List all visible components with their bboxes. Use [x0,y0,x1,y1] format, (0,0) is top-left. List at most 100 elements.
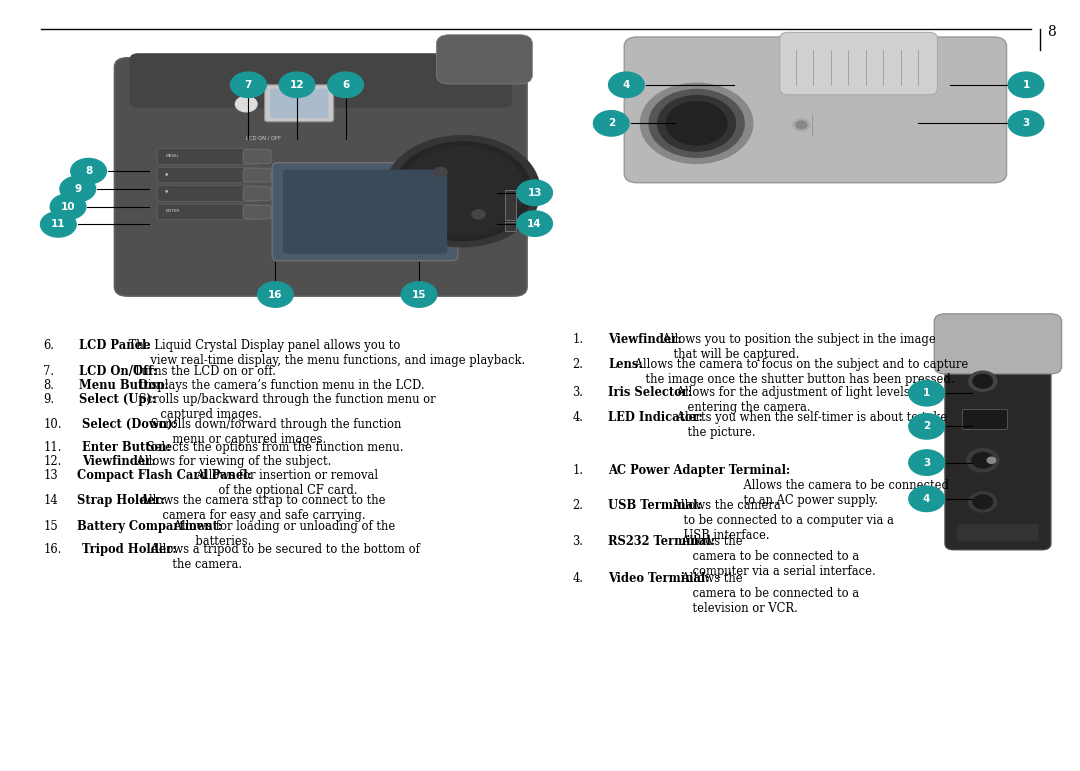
Circle shape [973,495,993,509]
Text: 10: 10 [60,202,76,211]
Text: 3.: 3. [572,386,583,399]
FancyBboxPatch shape [934,314,1062,374]
Circle shape [384,136,540,247]
FancyBboxPatch shape [130,53,512,108]
Text: 1.: 1. [572,463,583,476]
Text: Allows the camera to be connected
    to an AC power supply.: Allows the camera to be connected to an … [729,463,949,507]
FancyBboxPatch shape [265,85,334,122]
Circle shape [516,180,553,206]
Text: 16: 16 [268,290,283,299]
Text: Strap Holder:: Strap Holder: [77,494,165,507]
Circle shape [967,449,999,472]
Circle shape [235,96,257,112]
Circle shape [666,102,727,145]
FancyBboxPatch shape [243,187,271,200]
FancyBboxPatch shape [283,170,447,254]
Text: Allows you to position the subject in the image
    that will be captured.: Allows you to position the subject in th… [659,333,936,361]
Circle shape [231,72,267,97]
Text: 2.: 2. [572,499,583,512]
Text: 4: 4 [623,80,630,89]
Text: 15: 15 [411,290,427,299]
Text: 14: 14 [527,219,542,228]
Circle shape [279,72,315,97]
Text: 16.: 16. [43,543,62,556]
Text: 14: 14 [43,494,58,507]
Text: 10.: 10. [43,418,62,431]
Text: 4.: 4. [572,412,583,424]
Text: 1: 1 [1023,80,1029,89]
Text: Viewfinder:: Viewfinder: [608,333,681,346]
Text: 12.: 12. [43,455,62,468]
Text: Select (Down):: Select (Down): [82,418,177,431]
Text: Viewfinder:: Viewfinder: [82,455,156,468]
Text: LCD On/Off:: LCD On/Off: [79,365,157,378]
FancyBboxPatch shape [243,168,271,182]
Text: 9: 9 [75,184,81,194]
Circle shape [973,374,993,388]
Text: 13: 13 [43,469,58,482]
FancyBboxPatch shape [962,409,1008,429]
Text: 3: 3 [923,458,930,467]
Circle shape [908,449,944,475]
FancyBboxPatch shape [158,186,259,201]
Circle shape [1008,111,1043,136]
Circle shape [609,72,644,97]
Circle shape [1008,72,1043,97]
Circle shape [594,111,629,136]
FancyBboxPatch shape [436,35,532,84]
Text: AC Power Adapter Terminal:: AC Power Adapter Terminal: [608,463,791,476]
Circle shape [50,194,86,220]
Text: 4: 4 [923,494,930,503]
Text: 6.: 6. [43,339,54,352]
Circle shape [402,282,436,308]
Text: Allows the
    camera to be connected to a
    computer via a serial interface.: Allows the camera to be connected to a c… [678,535,876,578]
Circle shape [908,413,944,439]
FancyBboxPatch shape [114,58,527,296]
Text: Scrolls down/forward through the function
       menu or captured images.: Scrolls down/forward through the functio… [147,418,402,446]
Circle shape [972,453,994,468]
Text: Enter Button:: Enter Button: [82,441,171,454]
Text: 7: 7 [245,80,252,89]
Text: ▼: ▼ [165,190,168,195]
Circle shape [969,492,997,512]
Text: Allows the camera strap to connect to the
       camera for easy and safe carryi: Allows the camera strap to connect to th… [137,494,386,522]
Text: Iris Selector:: Iris Selector: [608,386,692,399]
FancyBboxPatch shape [243,150,271,163]
Text: 11.: 11. [43,441,62,454]
FancyBboxPatch shape [957,524,1039,541]
Text: LCD ON / OFF: LCD ON / OFF [246,136,281,140]
Text: 8: 8 [85,167,92,176]
Text: Compact Flash Card Panel:: Compact Flash Card Panel: [77,469,252,482]
Text: ENTER: ENTER [165,209,179,214]
Text: Allows for loading or unloading of the
       batteries.: Allows for loading or unloading of the b… [170,520,395,548]
Circle shape [969,371,997,391]
Circle shape [257,282,294,308]
Text: Turns the LCD on or off.: Turns the LCD on or off. [130,365,276,378]
Circle shape [71,159,106,184]
Text: The Liquid Crystal Display panel allows you to
       view real-time display, th: The Liquid Crystal Display panel allows … [125,339,526,367]
Text: Selects the options from the function menu.: Selects the options from the function me… [143,441,403,454]
Circle shape [987,457,996,463]
Circle shape [649,89,744,157]
Circle shape [472,210,485,219]
Circle shape [400,146,525,236]
Text: 4.: 4. [572,572,583,585]
FancyBboxPatch shape [945,329,1051,550]
Text: Battery Compartment:: Battery Compartment: [77,520,221,534]
FancyBboxPatch shape [272,163,458,261]
FancyBboxPatch shape [243,205,271,219]
Bar [505,222,516,231]
Text: Allows for viewing of the subject.: Allows for viewing of the subject. [133,455,332,468]
Circle shape [328,72,364,97]
Circle shape [516,211,553,237]
Text: 9.: 9. [43,393,54,406]
Text: 8.: 8. [43,379,54,392]
Text: LED Indicator:: LED Indicator: [608,412,703,424]
Text: 11: 11 [51,220,66,229]
Text: 6: 6 [342,80,349,89]
Text: 1: 1 [923,389,930,398]
Text: 3.: 3. [572,535,583,548]
Text: 1.: 1. [572,333,583,346]
Text: Menu Button:: Menu Button: [79,379,168,392]
Circle shape [393,142,531,241]
